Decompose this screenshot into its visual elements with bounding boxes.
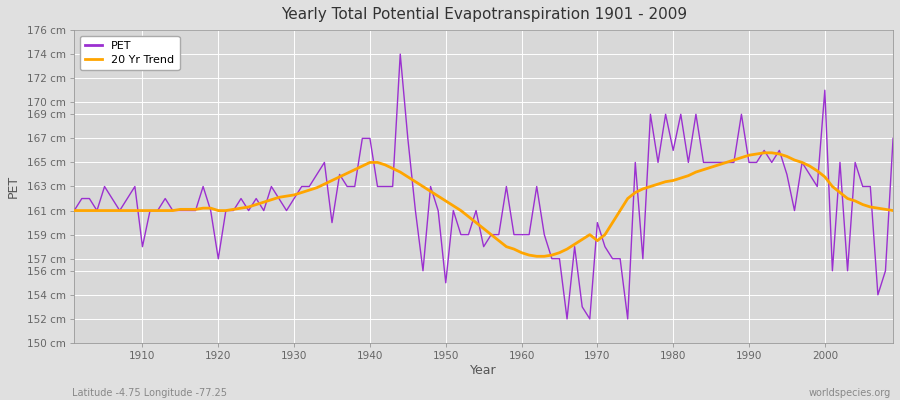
PET [516, 232, 526, 237]
PET [622, 316, 633, 321]
20 Yr Trend [68, 208, 79, 213]
Title: Yearly Total Potential Evapotranspiration 1901 - 2009: Yearly Total Potential Evapotranspiratio… [281, 7, 687, 22]
Line: PET: PET [74, 54, 893, 319]
20 Yr Trend [516, 250, 526, 255]
20 Yr Trend [130, 208, 140, 213]
X-axis label: Year: Year [471, 364, 497, 377]
20 Yr Trend [296, 190, 307, 195]
Legend: PET, 20 Yr Trend: PET, 20 Yr Trend [80, 36, 180, 70]
20 Yr Trend [508, 247, 519, 252]
PET [395, 52, 406, 56]
20 Yr Trend [531, 254, 542, 259]
PET [562, 316, 572, 321]
20 Yr Trend [759, 150, 769, 155]
Text: Latitude -4.75 Longitude -77.25: Latitude -4.75 Longitude -77.25 [72, 388, 227, 398]
PET [296, 184, 307, 189]
Y-axis label: PET: PET [7, 175, 20, 198]
PET [68, 208, 79, 213]
20 Yr Trend [615, 208, 626, 213]
20 Yr Trend [887, 208, 898, 213]
Line: 20 Yr Trend: 20 Yr Trend [74, 153, 893, 256]
PET [887, 136, 898, 141]
PET [130, 184, 140, 189]
Text: worldspecies.org: worldspecies.org [809, 388, 891, 398]
PET [524, 232, 535, 237]
20 Yr Trend [342, 171, 353, 176]
PET [342, 184, 353, 189]
